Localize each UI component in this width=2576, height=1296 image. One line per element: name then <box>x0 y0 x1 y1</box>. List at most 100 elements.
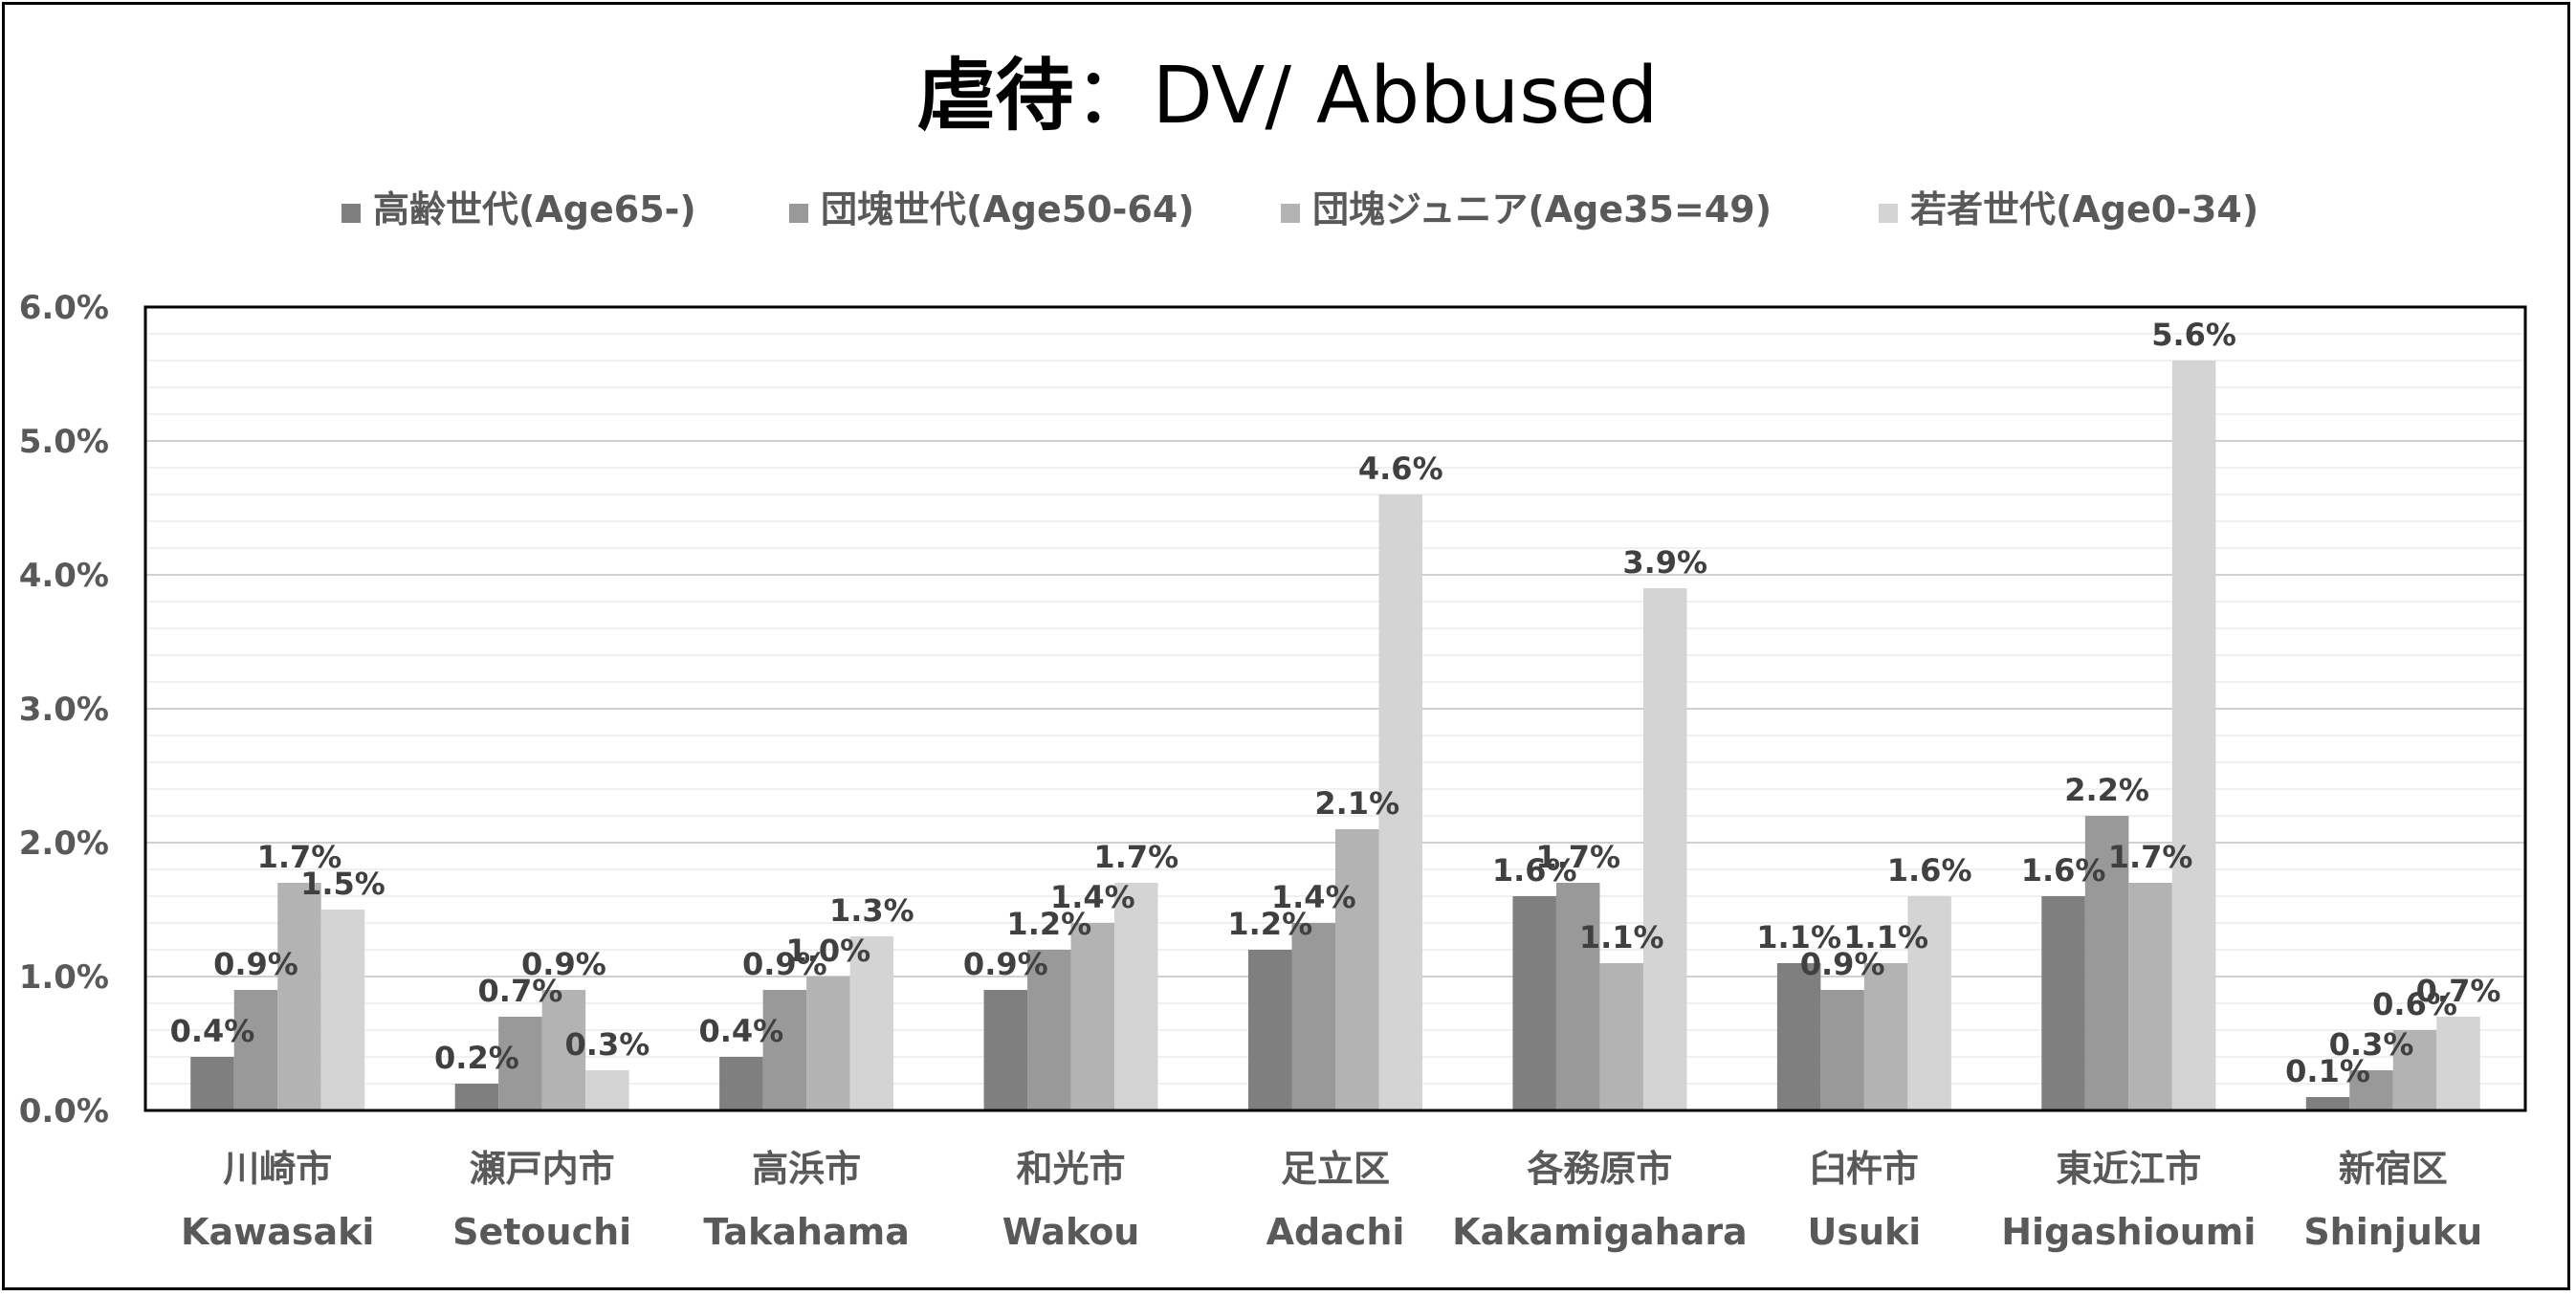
x-category-label-en: Kawasaki <box>181 1211 374 1253</box>
bar-data-label: 0.9% <box>963 946 1048 982</box>
bar <box>2171 361 2216 1110</box>
bar-data-label: 2.2% <box>2064 772 2149 808</box>
bar-data-label: 1.2% <box>1006 906 1091 942</box>
bar-data-label: 0.7% <box>2416 973 2501 1009</box>
x-category-label-ja: 新宿区 <box>2339 1148 2448 1190</box>
bar <box>849 936 894 1110</box>
y-tick-label: 4.0% <box>19 557 109 595</box>
x-category-label-en: Takahama <box>703 1211 910 1253</box>
bar <box>498 1017 542 1110</box>
bar <box>2084 816 2129 1110</box>
bar-data-label: 1.4% <box>1050 879 1135 915</box>
legend-swatch <box>1281 204 1300 223</box>
x-category-label-en: Higashioumi <box>2001 1211 2256 1253</box>
bar-data-label: 1.2% <box>1227 906 1312 942</box>
bar-data-label: 2.1% <box>1314 785 1399 822</box>
bar <box>1599 963 1643 1110</box>
x-category-label-ja: 各務原市 <box>1527 1148 1672 1190</box>
bar-data-label: 0.9% <box>213 946 298 982</box>
bar-data-label: 4.6% <box>1358 450 1443 487</box>
bar-data-label: 0.3% <box>2329 1026 2414 1063</box>
bar <box>454 1084 499 1110</box>
bar <box>190 1057 234 1110</box>
legend-swatch <box>1879 204 1898 223</box>
bar <box>1776 963 1821 1110</box>
bar <box>806 977 850 1110</box>
legend: 高齢世代(Age65-) 団塊世代(Age50-64) 団塊ジュニア(Age35=4… <box>341 188 2258 231</box>
legend-label: 団塊ジュニア(Age35=49) <box>1312 188 1772 231</box>
chart-title: 虐待：DV/ Abbused <box>917 51 1659 142</box>
bar-data-label: 1.7% <box>2108 839 2193 875</box>
bar-data-label: 5.6% <box>2151 317 2236 353</box>
x-category-label-en: Usuki <box>1807 1211 1921 1253</box>
bar <box>762 990 807 1110</box>
x-category-label-en: Wakou <box>1002 1211 1140 1253</box>
x-category-label-en: Setouchi <box>452 1211 631 1253</box>
bar <box>541 990 586 1110</box>
bar-data-label: 1.1% <box>1756 919 1841 956</box>
bar-data-label: 0.9% <box>742 946 827 982</box>
bar <box>320 910 365 1110</box>
bar <box>233 990 278 1110</box>
chart-title-kanji: 虐待 <box>917 51 1074 142</box>
bar <box>1907 896 1951 1110</box>
bar-data-label: 1.1% <box>1579 919 1664 956</box>
bar <box>1335 829 1379 1110</box>
bar-data-label: 0.9% <box>521 946 606 982</box>
bar <box>1863 963 1908 1110</box>
y-tick-label: 2.0% <box>19 824 109 863</box>
y-tick-label: 1.0% <box>19 958 109 997</box>
bar <box>2349 1070 2393 1110</box>
bar <box>983 990 1028 1110</box>
legend-label: 団塊世代(Age50-64) <box>821 188 1195 231</box>
bar-data-label: 0.7% <box>478 973 563 1009</box>
bar <box>2305 1097 2350 1110</box>
x-category-label-en: Adachi <box>1266 1211 1405 1253</box>
bar <box>1027 950 1071 1110</box>
bar-data-label: 1.6% <box>1887 852 1972 889</box>
x-category-label-ja: 足立区 <box>1281 1148 1390 1190</box>
bar <box>1512 896 1556 1110</box>
bar-data-label: 1.3% <box>829 892 914 929</box>
bar-data-label: 1.6% <box>2021 852 2106 889</box>
bar-data-label: 0.9% <box>1800 946 1885 982</box>
bar <box>1248 950 1292 1110</box>
bar-data-label: 0.2% <box>434 1040 519 1076</box>
y-tick-label: 6.0% <box>19 289 109 327</box>
data-labels: 0.4%0.9%1.7%1.5%0.2%0.7%0.9%0.3% 0.4%0.9%… <box>170 317 2501 1089</box>
chart-title-rest: ：DV/ Abbused <box>1074 51 1659 142</box>
bar <box>719 1057 763 1110</box>
bars <box>190 361 2480 1110</box>
bar-data-label: 0.4% <box>170 1013 255 1049</box>
bar-data-label: 1.4% <box>1271 879 1356 915</box>
bar <box>1070 923 1115 1110</box>
bar-data-label: 1.6% <box>1492 852 1577 889</box>
bar-data-label: 1.7% <box>1535 839 1620 875</box>
bar <box>1555 883 1600 1110</box>
bar <box>2392 1030 2437 1110</box>
bar-data-label: 1.7% <box>257 839 342 875</box>
x-category-label-ja: 和光市 <box>1017 1148 1126 1190</box>
x-category-label-ja: 高浜市 <box>752 1148 861 1190</box>
y-tick-label: 5.0% <box>19 423 109 461</box>
bar-data-label: 0.4% <box>698 1013 783 1049</box>
bar-data-label: 1.7% <box>1093 839 1178 875</box>
x-category-label-ja: 東近江市 <box>2056 1148 2201 1190</box>
x-category-label-en: Shinjuku <box>2303 1211 2482 1253</box>
x-category-label-ja: 瀬戸内市 <box>470 1148 615 1190</box>
bar <box>1291 923 1335 1110</box>
bar <box>2041 896 2085 1110</box>
plot-area-border <box>143 305 2527 1112</box>
bar-data-label: 1.1% <box>1843 919 1928 956</box>
bar-data-label: 0.3% <box>565 1026 650 1063</box>
bar-data-label: 1.0% <box>785 933 870 969</box>
bar <box>277 883 321 1110</box>
bar-data-label: 1.5% <box>300 866 385 902</box>
x-category-label-en: Kakamigahara <box>1452 1211 1748 1253</box>
legend-swatch <box>789 204 808 223</box>
y-tick-label: 3.0% <box>19 691 109 729</box>
bar <box>1114 883 1158 1110</box>
bar <box>1378 494 1422 1110</box>
bar-data-label: 3.9% <box>1622 544 1707 581</box>
